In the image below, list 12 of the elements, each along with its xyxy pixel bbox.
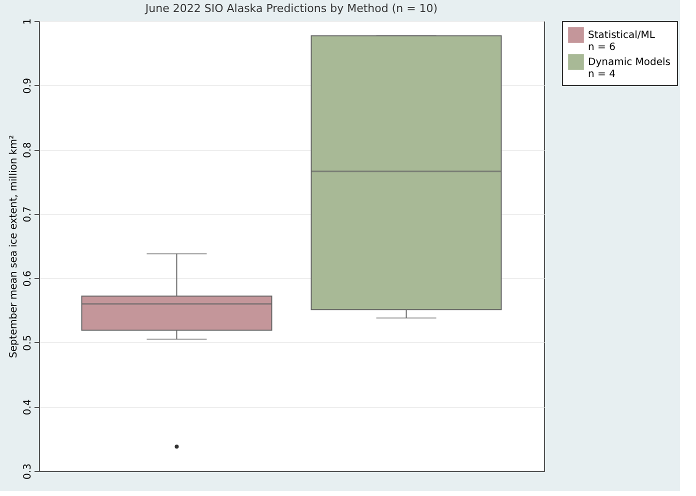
legend-label: Dynamic Models n = 4	[588, 57, 671, 80]
y-tick-label: 1	[22, 18, 34, 25]
y-tick-label: 0.5	[22, 334, 34, 351]
chart-title: June 2022 SIO Alaska Predictions by Method (n = 10)	[144, 2, 438, 15]
legend-label: Statistical/ML n = 6	[588, 30, 656, 53]
y-tick-label: 0.7	[22, 206, 34, 222]
y-tick-label: 0.3	[22, 464, 34, 480]
y-tick-label: 0.9	[22, 78, 34, 94]
y-axis-title: September mean sea ice extent, million km²	[8, 135, 20, 358]
y-tick-label: 0.8	[22, 142, 34, 158]
y-tick-label: 0.6	[22, 270, 34, 287]
y-tick-label: 0.4	[22, 399, 34, 416]
